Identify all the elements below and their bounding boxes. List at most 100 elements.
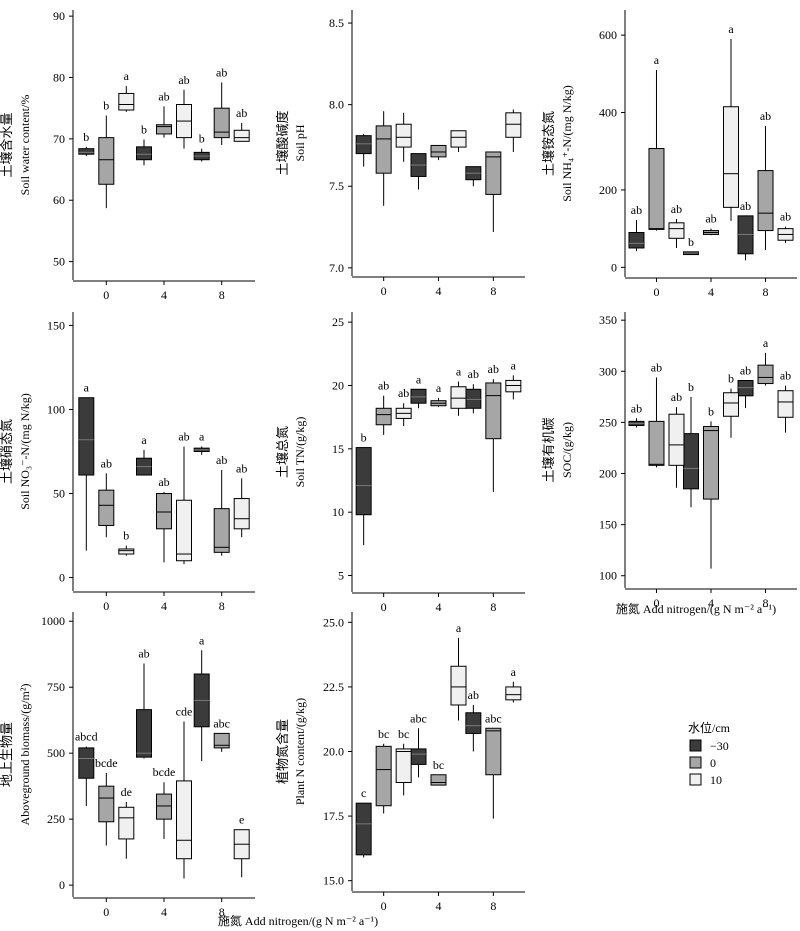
significance-label: a (654, 53, 660, 67)
box-iqr (485, 382, 502, 440)
box-n10-cat-8: ab (777, 369, 794, 433)
significance-label: ab (468, 367, 479, 381)
x-tick-label: 0 (381, 284, 387, 298)
significance-label: ab (631, 401, 642, 415)
box-n30-cat-0: ab (628, 203, 645, 252)
significance-label: bcde (95, 756, 118, 770)
box-n0-cat-4: ab (703, 212, 719, 236)
box-iqr (410, 388, 427, 404)
significance-label: a (763, 336, 769, 350)
x-tick-label: 4 (161, 288, 167, 302)
y-tick-label: 20.0 (323, 745, 344, 759)
box-iqr (375, 407, 392, 426)
y-axis-title-en: Plant N content/(g/kg) (293, 698, 307, 805)
box-n10-cat-4: ab (176, 429, 192, 565)
box-n30-cat-4: ab (136, 646, 152, 759)
box-iqr (450, 386, 467, 409)
y-tick-label: 80 (53, 71, 65, 85)
box-n30-cat-8: ab (465, 367, 482, 414)
y-tick-label: 500 (47, 746, 65, 760)
box-n30-cat-8: a (193, 633, 210, 762)
box-n10-cat-4: a (723, 22, 739, 221)
y-axis-title-en: Soil TN/(g/kg) (293, 417, 307, 488)
box-iqr (485, 151, 502, 195)
significance-label: b (728, 372, 734, 386)
significance-label: ab (101, 456, 112, 470)
box-n30-cat-4: a (136, 433, 152, 476)
x-tick-label: 8 (763, 285, 769, 299)
y-tick-label: 7.5 (329, 179, 344, 193)
box-iqr (757, 364, 774, 385)
box-n10-cat-4: ab (176, 73, 192, 149)
y-tick-label: 60 (53, 193, 65, 207)
y-tick-label: 100 (599, 569, 617, 583)
significance-label: a (124, 69, 130, 83)
box-n30-cat-4: b (683, 380, 699, 508)
y-axis-title-cn: 土壤含水量 (0, 112, 14, 177)
legend-swatch (689, 739, 702, 752)
y-tick-label: 300 (599, 364, 617, 378)
box-iqr (450, 130, 467, 148)
y-tick-label: 20 (332, 378, 344, 392)
box-n10-cat-0: ab (668, 202, 685, 248)
panel-1: 50 60 70 80 90 0 4 8 土壤含水量 Soil water content/% b b… (0, 9, 255, 302)
box-iqr (118, 548, 135, 555)
x-axis-title-bottom: 施氮 Add nitrogen/(g N m⁻² a⁻¹) (218, 913, 378, 928)
y-tick-label: 0 (611, 260, 617, 274)
box-n10-cat-8: a (505, 358, 522, 400)
significance-label: ab (178, 429, 189, 443)
box-n10-cat-0: ab (395, 386, 412, 427)
box-n10-cat-0: a (118, 69, 135, 112)
box-iqr (355, 135, 372, 155)
box-n10-cat-8: ab (233, 106, 250, 142)
x-tick-label: 8 (763, 596, 769, 610)
box-iqr (375, 745, 392, 807)
box-n10-cat-4 (450, 130, 467, 152)
y-tick-label: 50 (53, 487, 65, 501)
y-axis-title-cn: 土壤酸碱度 (275, 110, 290, 175)
significance-label: abc (213, 716, 230, 730)
box-n30-cat-8 (465, 166, 482, 187)
y-tick-label: 50 (53, 255, 65, 269)
significance-label: a (199, 429, 205, 443)
box-iqr (683, 433, 699, 490)
box-n30-cat-0: c (355, 786, 372, 858)
box-n30-cat-8: b (193, 132, 210, 162)
box-n10-cat-0: b (118, 529, 135, 556)
box-iqr (395, 748, 412, 784)
y-axis-title-cn: 土壤总氮 (275, 426, 290, 478)
y-tick-label: 0 (59, 571, 65, 585)
y-tick-label: 70 (53, 132, 65, 146)
box-iqr (118, 806, 135, 840)
significance-label: b (688, 380, 694, 394)
box-iqr (465, 712, 482, 734)
y-tick-label: 150 (599, 518, 617, 532)
box-n30-cat-0: ab (628, 401, 645, 428)
box-n10-cat-4: cde (176, 705, 192, 879)
legend-entry-n30: −30 (689, 739, 729, 753)
significance-label: ab (158, 89, 169, 103)
box-iqr (233, 498, 250, 530)
box-n30-cat-0: b (78, 130, 95, 157)
significance-label: bc (433, 758, 444, 772)
y-tick-label: 0 (59, 878, 65, 892)
significance-label: ab (178, 73, 189, 87)
box-n0-cat-4 (430, 144, 447, 161)
box-n0-cat-8 (485, 151, 502, 232)
box-n0-cat-4: ab (156, 89, 172, 138)
box-n0-cat-8: abc (213, 716, 230, 752)
box-n10-cat-0 (395, 112, 412, 162)
box-n10-cat-8: ab (233, 461, 250, 538)
significance-label: b (141, 122, 147, 136)
box-n0-cat-4: b (703, 404, 719, 569)
significance-label: a (141, 433, 147, 447)
significance-label: ab (468, 688, 479, 702)
box-iqr (395, 123, 412, 148)
y-tick-label: 400 (599, 106, 617, 120)
significance-label: ab (398, 386, 409, 400)
box-n30-cat-0 (355, 134, 372, 167)
box-n30-cat-4: b (136, 122, 152, 166)
